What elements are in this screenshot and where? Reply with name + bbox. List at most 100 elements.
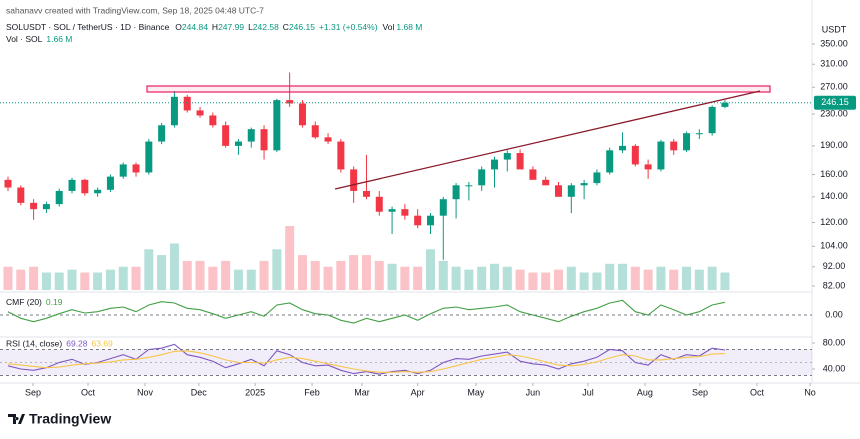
volume-bar [208, 266, 218, 290]
volume-bar [29, 266, 39, 290]
indicator-line [7, 343, 725, 375]
candle-body [119, 164, 127, 177]
ohlc-label: O [175, 22, 182, 32]
volume-bar [694, 269, 704, 290]
candle-body [196, 110, 204, 116]
brand: TradingView [29, 411, 111, 427]
candle-body [529, 169, 537, 180]
volume-bar [118, 266, 128, 290]
candle-body [452, 185, 460, 200]
candle-body [106, 176, 114, 190]
change: +1.31 (+0.54%) [319, 22, 378, 32]
candle-body [683, 133, 691, 151]
x-tick-label: Nov [137, 387, 154, 397]
candle-body [644, 164, 652, 170]
candle-body [222, 125, 230, 146]
candle-body [298, 103, 306, 126]
candle-body [401, 209, 409, 216]
volume-bar [336, 260, 346, 290]
ohlc-label: L [248, 22, 253, 32]
candle-body [388, 209, 396, 212]
volume-bar [579, 272, 589, 290]
x-tick-label: Feb [304, 387, 320, 397]
y-tick-label: 82.00 [823, 280, 846, 290]
y-tick-label: 310.00 [820, 59, 848, 69]
y-tick-label: 270.00 [820, 82, 848, 92]
volume-bar [285, 226, 295, 290]
volume-bar [669, 269, 679, 290]
volume-bar [349, 255, 359, 290]
candle-body [631, 145, 639, 165]
y-tick-label: 160.00 [820, 169, 848, 179]
candle-body [465, 185, 473, 187]
volume-bar [246, 269, 256, 290]
x-tick-label: Aug [637, 387, 653, 397]
volume-bar [41, 272, 51, 290]
indicator-line [7, 299, 726, 324]
volume-bar [413, 266, 423, 290]
volume-bar [387, 263, 397, 290]
indicator-legend: CMF (20) 0.19 [6, 297, 63, 307]
candle-body [439, 199, 447, 216]
candle-body [42, 204, 50, 210]
volume-value: 1.66 M [46, 34, 72, 44]
volume-bar [605, 263, 615, 290]
ohlc-value: 244.84 [182, 22, 208, 32]
x-tick-label: Apr [411, 387, 425, 397]
symbol: SOLUSDT · SOL / TetherUS · 1D · Binance [6, 22, 170, 32]
indicator-title: CMF (20) [6, 297, 42, 307]
volume-bar [592, 272, 602, 290]
candle-body [183, 96, 191, 111]
volume-bar [682, 266, 692, 290]
x-tick-label: Mar [354, 387, 370, 397]
y-tick-label: 40.00 [823, 363, 846, 373]
y-tick-label: 0.00 [825, 309, 843, 319]
volume-bar [182, 260, 192, 290]
x-tick-label: Jul [582, 387, 594, 397]
volume-bar [541, 272, 551, 290]
ohlc-value: 247.99 [218, 22, 244, 32]
candle-body [55, 190, 63, 205]
volume-bar [54, 272, 64, 290]
x-tick-label: Jun [526, 387, 541, 397]
volume-bar [16, 269, 26, 290]
candle-body [542, 179, 550, 186]
volume-label: Vol [383, 22, 395, 32]
volume-bar [528, 272, 538, 290]
last-price-box [814, 95, 856, 110]
volume-value: 1.68 M [396, 22, 422, 32]
x-tick-label: Sep [692, 387, 708, 397]
indicator-title: RSI (14, close) [6, 339, 62, 349]
y-tick-label: 230.00 [820, 108, 848, 118]
volume-bar [630, 266, 640, 290]
candle-body [670, 141, 678, 151]
candle-body [247, 129, 255, 142]
volume-bar [425, 249, 435, 290]
volume-line: Vol · SOL 1.66 M [6, 34, 72, 44]
candle-body [503, 153, 511, 160]
candle-body [286, 100, 294, 104]
candle-body [695, 133, 703, 135]
candle-body [721, 102, 729, 107]
candle-body [567, 185, 575, 197]
candle-body [17, 187, 25, 203]
x-tick-label: 2025 [245, 387, 265, 397]
indicator-value: 69.28 [66, 339, 88, 349]
x-tick-label: Oct [750, 387, 765, 397]
candle-body [132, 164, 140, 173]
y-tick-label: 350.00 [820, 38, 848, 48]
candle-body [68, 179, 76, 191]
indicator-value: 63.69 [92, 339, 114, 349]
volume-bar [361, 255, 371, 290]
candle-body [350, 169, 358, 191]
volume-bar [554, 269, 564, 290]
last-price-label: 246.15 [821, 97, 849, 107]
volume-bar [720, 272, 730, 290]
candle-body [311, 125, 319, 138]
ohlc-label: H [212, 22, 218, 32]
volume-label: Vol · SOL [6, 34, 43, 44]
y-tick-label: 80.00 [823, 337, 846, 347]
volume-bar [707, 266, 717, 290]
indicator-line [7, 350, 725, 373]
